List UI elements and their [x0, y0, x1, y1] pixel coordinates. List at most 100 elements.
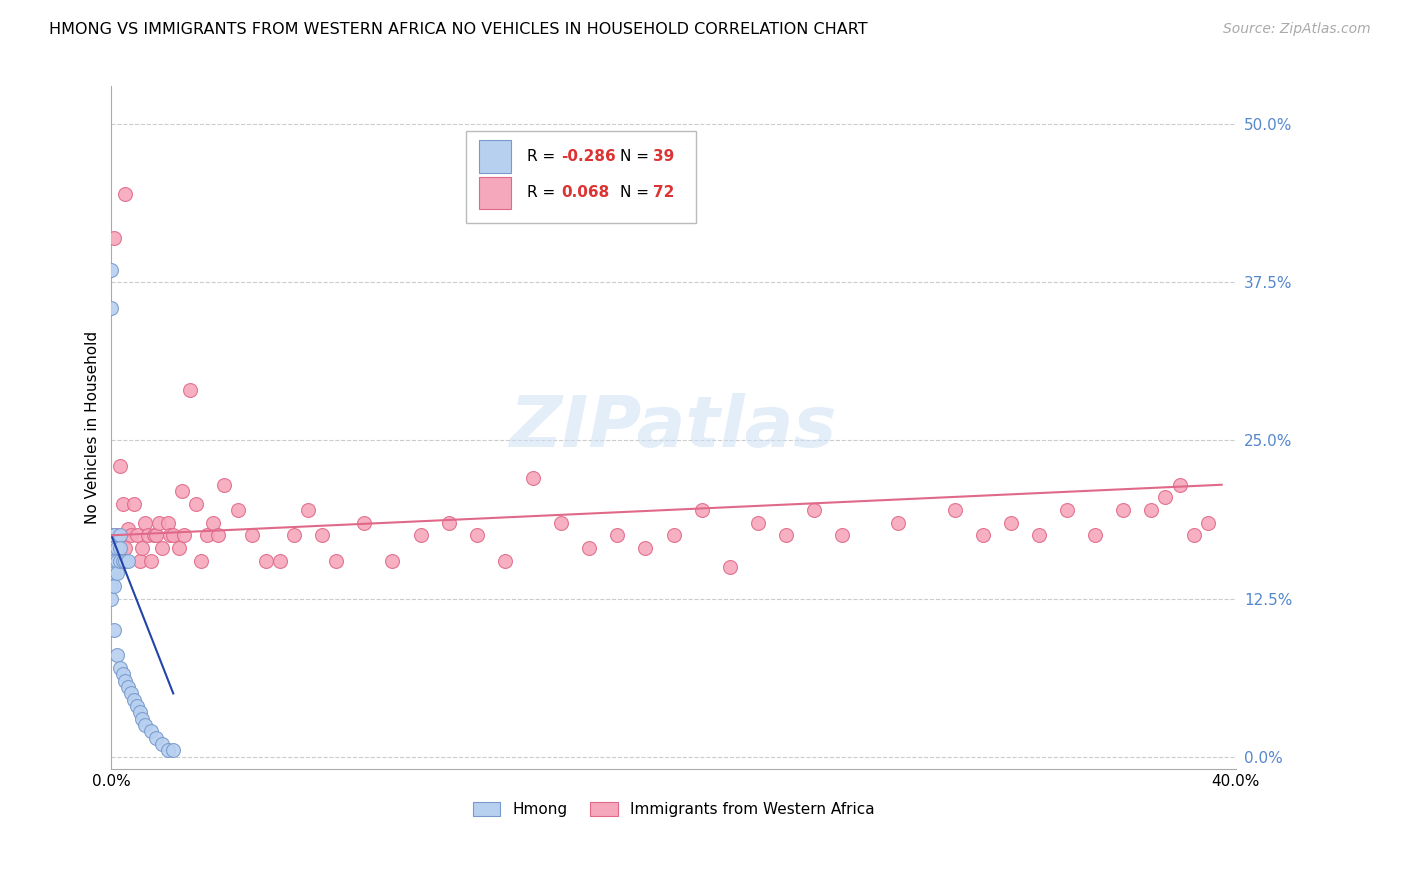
- Point: [606, 528, 628, 542]
- Point: [120, 528, 142, 542]
- Point: [173, 528, 195, 542]
- Point: [156, 743, 179, 757]
- Point: [122, 692, 145, 706]
- Point: [136, 528, 159, 542]
- Point: [103, 528, 125, 542]
- Text: 0.068: 0.068: [561, 186, 609, 201]
- Point: [690, 503, 713, 517]
- Point: [201, 516, 224, 530]
- Point: [120, 686, 142, 700]
- Point: [103, 566, 125, 581]
- Point: [114, 186, 136, 201]
- Point: [108, 541, 131, 555]
- Point: [226, 503, 249, 517]
- Point: [167, 541, 190, 555]
- Text: 39: 39: [654, 149, 675, 164]
- Point: [117, 522, 139, 536]
- Point: [162, 743, 184, 757]
- Point: [1056, 503, 1078, 517]
- Point: [108, 554, 131, 568]
- FancyBboxPatch shape: [479, 140, 510, 173]
- Point: [131, 541, 153, 555]
- Point: [718, 560, 741, 574]
- Text: Source: ZipAtlas.com: Source: ZipAtlas.com: [1223, 22, 1371, 37]
- Point: [103, 579, 125, 593]
- Text: N =: N =: [620, 149, 654, 164]
- Point: [100, 566, 122, 581]
- Point: [134, 516, 156, 530]
- Point: [1000, 516, 1022, 530]
- Point: [1182, 528, 1205, 542]
- Point: [100, 591, 122, 606]
- Point: [117, 680, 139, 694]
- Point: [150, 541, 173, 555]
- Point: [1168, 477, 1191, 491]
- Point: [494, 554, 516, 568]
- Point: [128, 554, 150, 568]
- Point: [100, 528, 122, 542]
- Point: [159, 528, 181, 542]
- Point: [240, 528, 263, 542]
- Text: R =: R =: [527, 186, 565, 201]
- Point: [803, 503, 825, 517]
- Point: [283, 528, 305, 542]
- Y-axis label: No Vehicles in Household: No Vehicles in Household: [86, 331, 100, 524]
- Point: [578, 541, 600, 555]
- Point: [105, 648, 128, 663]
- Point: [105, 528, 128, 542]
- Point: [105, 541, 128, 555]
- Point: [100, 262, 122, 277]
- Point: [747, 516, 769, 530]
- Point: [254, 554, 277, 568]
- Point: [437, 516, 460, 530]
- Text: N =: N =: [620, 186, 654, 201]
- Point: [125, 699, 148, 714]
- Point: [114, 554, 136, 568]
- Point: [156, 516, 179, 530]
- Point: [550, 516, 572, 530]
- Point: [105, 554, 128, 568]
- Point: [139, 554, 162, 568]
- Point: [114, 673, 136, 688]
- Point: [145, 731, 167, 745]
- Point: [108, 458, 131, 473]
- Point: [1112, 503, 1135, 517]
- Point: [142, 528, 165, 542]
- Point: [353, 516, 375, 530]
- Point: [122, 497, 145, 511]
- Point: [409, 528, 432, 542]
- Point: [887, 516, 910, 530]
- Point: [1084, 528, 1107, 542]
- Point: [111, 554, 134, 568]
- Point: [207, 528, 229, 542]
- Point: [522, 471, 544, 485]
- Text: -0.286: -0.286: [561, 149, 616, 164]
- Point: [103, 231, 125, 245]
- Point: [114, 541, 136, 555]
- Point: [269, 554, 291, 568]
- Point: [108, 661, 131, 675]
- Point: [170, 484, 193, 499]
- Point: [184, 497, 207, 511]
- Point: [311, 528, 333, 542]
- Text: HMONG VS IMMIGRANTS FROM WESTERN AFRICA NO VEHICLES IN HOUSEHOLD CORRELATION CHA: HMONG VS IMMIGRANTS FROM WESTERN AFRICA …: [49, 22, 868, 37]
- Point: [297, 503, 319, 517]
- Point: [134, 718, 156, 732]
- Point: [139, 724, 162, 739]
- Point: [105, 566, 128, 581]
- Point: [111, 497, 134, 511]
- FancyBboxPatch shape: [465, 131, 696, 223]
- Point: [103, 623, 125, 637]
- Point: [1140, 503, 1163, 517]
- Point: [179, 383, 201, 397]
- Point: [195, 528, 218, 542]
- Point: [831, 528, 853, 542]
- Point: [108, 528, 131, 542]
- Point: [634, 541, 657, 555]
- Point: [145, 528, 167, 542]
- Point: [100, 579, 122, 593]
- Point: [1028, 528, 1050, 542]
- Point: [100, 541, 122, 555]
- Point: [100, 554, 122, 568]
- Point: [125, 528, 148, 542]
